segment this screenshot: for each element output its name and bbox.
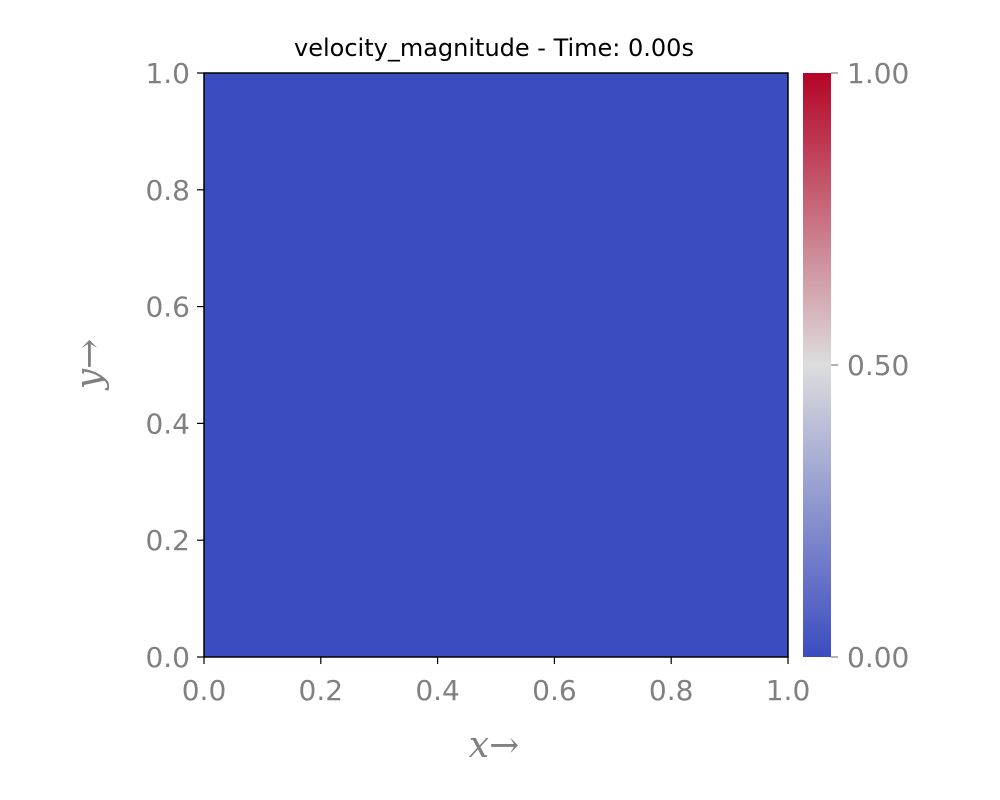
y-tick-label: 0.6 (145, 291, 190, 324)
y-tick-label: 1.0 (145, 57, 190, 90)
y-tick-label: 0.2 (145, 524, 190, 557)
colorbar-tick-label: 1.00 (847, 57, 909, 90)
y-tick-label: 0.0 (145, 641, 190, 674)
y-axis-label: y→ (69, 339, 110, 392)
heatmap-field (204, 73, 788, 657)
x-tick-label: 0.6 (532, 674, 577, 707)
colorbar-tick-label: 0.00 (847, 641, 909, 674)
chart-title: velocity_magnitude - Time: 0.00s (294, 34, 694, 62)
x-axis-label: x→ (469, 725, 519, 766)
colorbar-ticks: 0.00 0.50 1.00 (831, 57, 909, 674)
colorbar-tick-label: 0.50 (847, 349, 909, 382)
x-tick-label: 0.0 (182, 674, 227, 707)
y-tick-label: 0.8 (145, 174, 190, 207)
y-axis-ticks: 0.0 0.2 0.4 0.6 0.8 1.0 (145, 57, 204, 674)
x-axis-ticks: 0.0 0.2 0.4 0.6 0.8 1.0 (182, 657, 811, 707)
x-tick-label: 0.4 (415, 674, 460, 707)
colorbar (803, 73, 831, 657)
x-tick-label: 1.0 (766, 674, 811, 707)
y-tick-label: 0.4 (145, 407, 190, 440)
x-tick-label: 0.2 (299, 674, 344, 707)
plot-frame (203, 72, 789, 658)
x-tick-label: 0.8 (649, 674, 694, 707)
